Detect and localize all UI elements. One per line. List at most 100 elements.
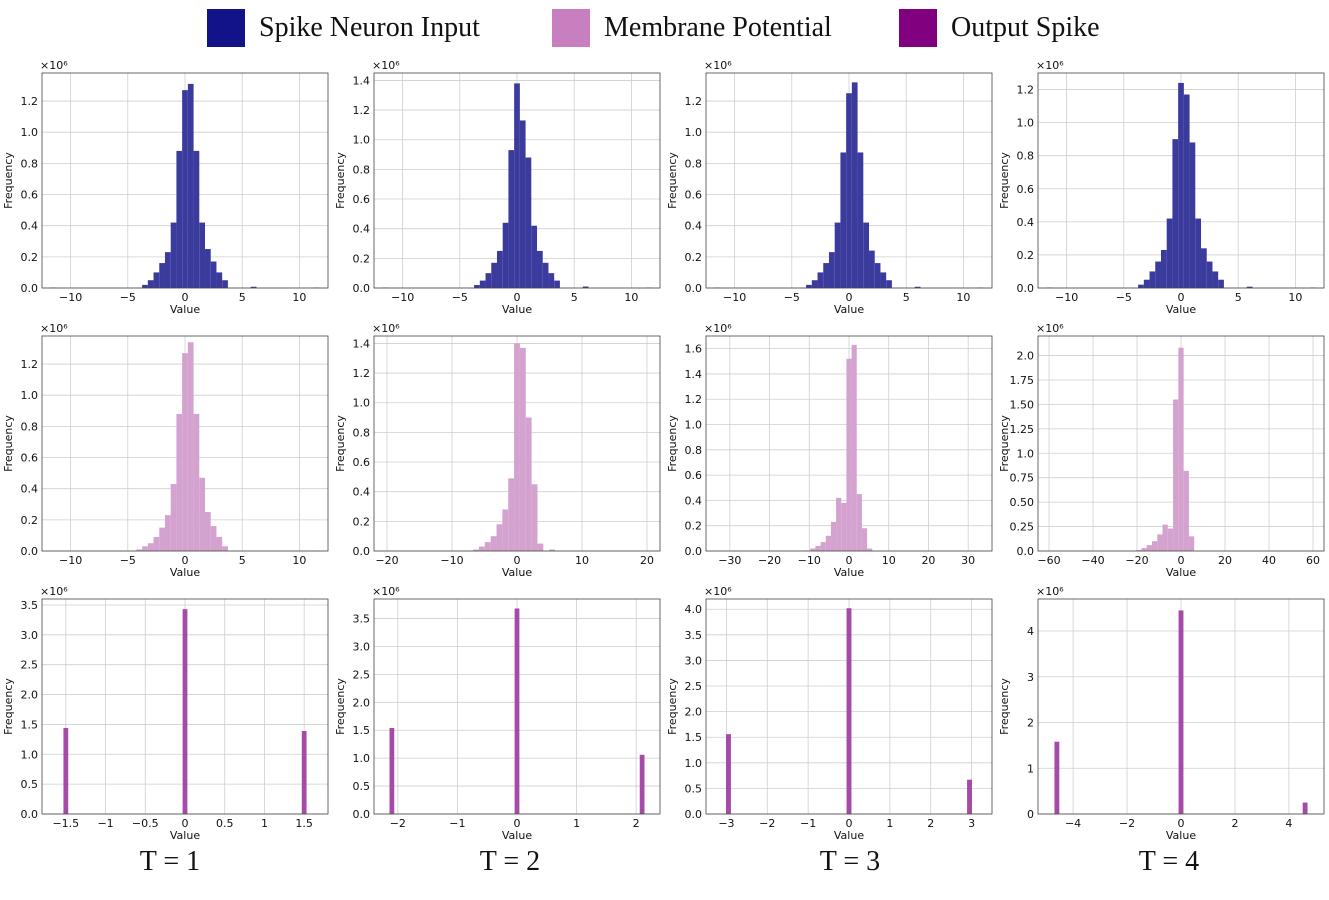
histogram-bar: [496, 250, 503, 288]
x-tick-label: −1: [800, 817, 816, 830]
y-tick-label: 1.5: [353, 724, 371, 737]
histogram-bar: [473, 549, 479, 551]
x-tick-label: 0: [1178, 817, 1185, 830]
x-tick-label: −5: [120, 291, 136, 304]
y-tick-label: 0.8: [21, 420, 39, 433]
histogram-bar: [170, 484, 177, 551]
histogram-bar: [1155, 261, 1161, 288]
histogram-bar: [502, 222, 509, 288]
histogram-membrane-t3: −30 −20 −10 0 10 20 30 0.0 0.2 0.4 0.6 0.8 1.0 1.2 1.4…: [666, 322, 993, 579]
plot-frame: [373, 598, 661, 815]
histogram-bar: [1178, 82, 1184, 288]
scale-label: ×10⁶: [372, 322, 400, 335]
scale-label: ×10⁶: [704, 585, 732, 598]
scale-label: ×10⁶: [40, 322, 68, 335]
y-axis-label: Frequency: [2, 152, 15, 209]
histogram-bar: [846, 608, 852, 814]
histogram-bar: [147, 543, 154, 551]
histogram-bar: [164, 252, 171, 288]
y-tick-label: 0.75: [1010, 472, 1035, 485]
y-tick-label: 2.5: [21, 659, 39, 672]
column-label-t4: T = 4: [1138, 846, 1200, 877]
y-axis-label: Frequency: [334, 152, 347, 209]
x-tick-label: −2: [759, 817, 775, 830]
histogram-bar: [840, 152, 847, 288]
histogram-bar: [182, 353, 188, 551]
y-tick-label: 0.6: [1017, 183, 1035, 196]
y-tick-label: 1.0: [21, 389, 39, 402]
scale-label: ×10⁶: [40, 585, 68, 598]
histogram-bar: [159, 527, 165, 551]
y-tick-label: 0.2: [353, 515, 371, 528]
histogram-bar: [187, 342, 194, 551]
y-tick-label: 1.0: [1017, 447, 1035, 460]
legend-label-input: Spike Neuron Input: [259, 12, 480, 43]
y-tick-label: 1.75: [1010, 374, 1035, 387]
histogram-bar: [1201, 248, 1207, 288]
y-tick-label: 0.2: [685, 520, 703, 533]
y-tick-label: 1.50: [1010, 398, 1035, 411]
x-tick-label: 2: [633, 817, 640, 830]
plot-frame: [705, 598, 993, 815]
x-tick-label: −0.5: [132, 817, 159, 830]
x-tick-label: 0: [182, 291, 189, 304]
histogram-bar: [726, 734, 731, 814]
x-tick-label: 1: [261, 817, 268, 830]
legend-label-membrane: Membrane Potential: [604, 12, 832, 43]
scale-label: ×10⁶: [704, 59, 732, 72]
histogram-bar: [210, 526, 217, 551]
histogram-bar: [170, 222, 177, 288]
y-axis-label: Frequency: [666, 678, 679, 735]
histogram-bar: [514, 608, 520, 814]
y-tick-label: 1.2: [353, 104, 371, 117]
histogram-bar: [142, 546, 148, 551]
histogram-bar: [1146, 545, 1152, 551]
x-tick-label: −20: [758, 554, 781, 567]
x-tick-label: 5: [571, 291, 578, 304]
y-axis-label: Frequency: [2, 678, 15, 735]
histogram-bar: [1173, 399, 1179, 551]
y-tick-label: 0.5: [353, 780, 371, 793]
y-axis-label: Frequency: [666, 415, 679, 472]
legend-swatch-input: [207, 9, 245, 47]
y-tick-label: 0.50: [1010, 496, 1035, 509]
y-tick-label: 3.5: [21, 599, 39, 612]
histogram-bar: [205, 512, 211, 551]
histogram-bar: [485, 273, 492, 288]
column-label-t2: T = 2: [479, 846, 541, 877]
histogram-input-t4: −10 −5 0 5 10 0.0 0.2 0.4 0.6 0.8 1.0 1.2×10⁶ Value F…: [998, 59, 1325, 316]
x-tick-label: 1: [886, 817, 893, 830]
x-tick-label: 0: [846, 291, 853, 304]
histogram-bar: [1246, 286, 1253, 288]
plot-frame: [41, 72, 329, 289]
histogram-bar: [1160, 249, 1167, 288]
histogram-bar: [210, 261, 217, 288]
legend-label-output: Output Spike: [951, 12, 1100, 43]
histogram-bar: [806, 284, 812, 288]
x-tick-label: −20: [1125, 554, 1148, 567]
y-tick-label: 1.2: [1017, 84, 1035, 97]
x-tick-label: −10: [440, 554, 463, 567]
x-tick-label: −60: [1037, 554, 1060, 567]
histogram-bar: [1195, 218, 1202, 288]
x-tick-label: 10: [292, 291, 306, 304]
x-axis-label: Value: [1166, 303, 1196, 316]
histogram-bar: [1054, 741, 1060, 814]
histogram-bar: [193, 413, 200, 551]
x-tick-label: −10: [391, 291, 414, 304]
histogram-bar: [153, 272, 160, 288]
histogram-bar: [301, 730, 307, 814]
y-tick-label: 3: [1027, 671, 1034, 684]
histogram-bar: [1157, 534, 1163, 551]
y-tick-label: 0.0: [353, 808, 371, 821]
histogram-bar: [147, 280, 154, 288]
histogram-bar: [828, 252, 835, 288]
y-tick-label: 2: [1027, 717, 1034, 730]
histogram-bar: [176, 413, 183, 551]
column-label-t3: T = 3: [819, 846, 881, 877]
y-axis-label: Frequency: [2, 415, 15, 472]
histogram-bar: [490, 536, 497, 551]
histogram-bar: [856, 494, 862, 551]
x-tick-label: 5: [903, 291, 910, 304]
x-axis-label: Value: [1166, 829, 1196, 842]
